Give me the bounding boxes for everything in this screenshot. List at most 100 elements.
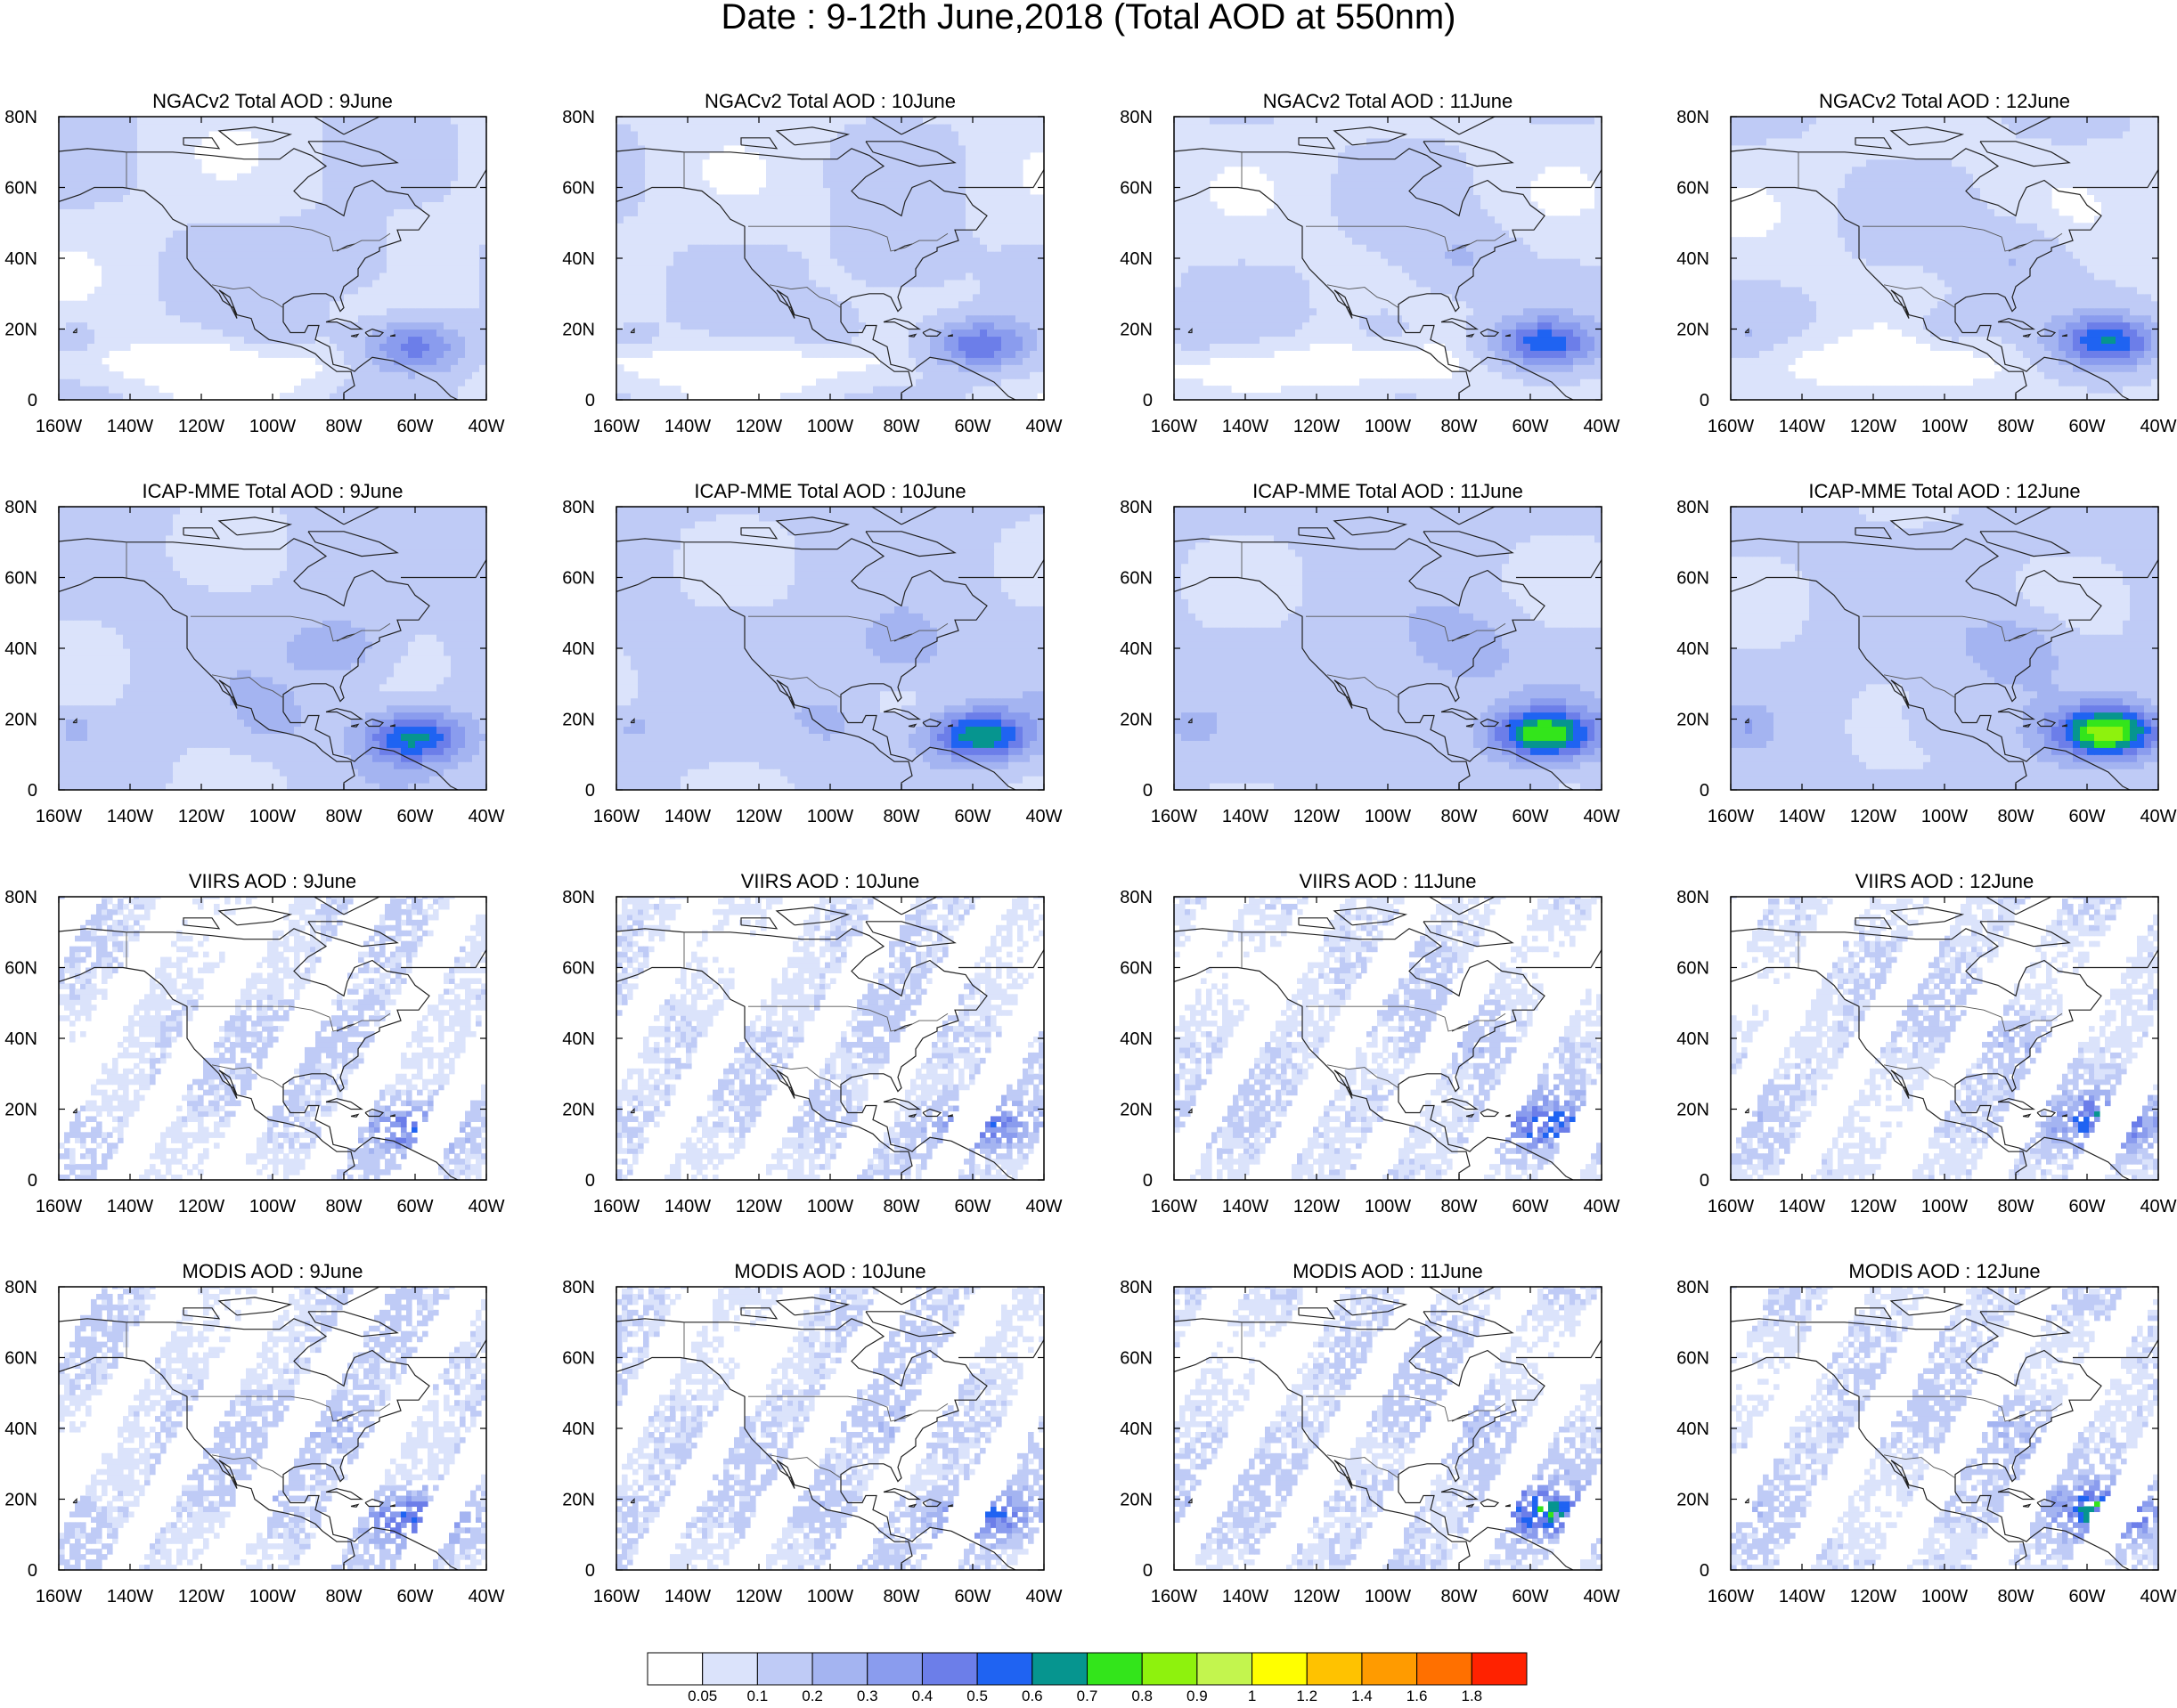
- x-tick-label: 140W: [665, 417, 711, 436]
- x-tick-label: 40W: [1025, 1197, 1062, 1216]
- y-tick-label: 40N: [1120, 639, 1153, 659]
- colorbar-swatch: [867, 1652, 923, 1686]
- x-tick-label: 160W: [1708, 417, 1754, 436]
- x-tick-label: 40W: [1583, 1587, 1619, 1606]
- y-tick-label: 60N: [1120, 179, 1153, 199]
- colorbar-swatch: [1196, 1652, 1253, 1686]
- panel-title: NGACv2 Total AOD : 12June: [1819, 90, 2070, 112]
- x-tick-label: 140W: [665, 807, 711, 826]
- y-tick-label: 0: [585, 1171, 595, 1191]
- x-tick-label: 40W: [1583, 417, 1619, 436]
- panel-title: NGACv2 Total AOD : 9June: [152, 90, 393, 112]
- y-tick-label: 20N: [1120, 711, 1153, 730]
- coastlines: [1731, 117, 2158, 400]
- x-tick-label: 140W: [107, 1197, 153, 1216]
- y-tick-label: 20N: [1676, 321, 1709, 340]
- map-panel: MODIS AOD : 12June 160W 140W 120W 100W 80W 60W…: [1676, 1260, 2176, 1606]
- y-tick-label: 60N: [562, 179, 595, 199]
- colorbar-swatch: [921, 1652, 978, 1686]
- y-tick-label: 60N: [4, 569, 37, 589]
- x-tick-label: 140W: [107, 807, 153, 826]
- y-tick-label: 0: [28, 1561, 37, 1581]
- x-tick-label: 120W: [178, 1587, 224, 1606]
- y-tick-label: 20N: [562, 1491, 595, 1510]
- coastlines: [59, 507, 486, 790]
- x-tick-label: 60W: [396, 1587, 433, 1606]
- y-tick-label: 0: [1143, 391, 1153, 411]
- x-tick-label: 80W: [1997, 417, 2034, 436]
- y-tick-label: 80N: [562, 888, 595, 907]
- coastlines: [59, 1287, 486, 1570]
- x-tick-label: 100W: [249, 417, 296, 436]
- y-tick-label: 60N: [1120, 1349, 1153, 1369]
- colorbar-label: 1: [1248, 1688, 1256, 1704]
- x-tick-label: 120W: [736, 1587, 782, 1606]
- x-tick-label: 60W: [1512, 1587, 1548, 1606]
- x-tick-label: 60W: [396, 417, 433, 436]
- x-tick-label: 80W: [325, 1197, 362, 1216]
- panel-title: ICAP-MME Total AOD : 11June: [1252, 480, 1523, 502]
- y-tick-label: 80N: [562, 108, 595, 127]
- y-tick-label: 20N: [1120, 321, 1153, 340]
- y-tick-label: 80N: [1120, 888, 1153, 907]
- x-tick-label: 160W: [1151, 1197, 1197, 1216]
- y-tick-label: 60N: [1676, 1349, 1709, 1369]
- y-tick-label: 0: [1700, 1561, 1709, 1581]
- coastlines: [616, 1287, 1044, 1570]
- coastlines: [616, 897, 1044, 1180]
- coastlines: [1174, 117, 1602, 400]
- aod-field: [1174, 897, 1602, 1180]
- colorbar-label: 1.8: [1461, 1688, 1482, 1704]
- x-tick-label: 140W: [107, 417, 153, 436]
- colorbar-swatch: [976, 1652, 1033, 1686]
- map-panel: MODIS AOD : 10June 160W 140W 120W 100W 80W 60W…: [562, 1260, 1062, 1606]
- y-tick-label: 60N: [1120, 569, 1153, 589]
- x-tick-label: 160W: [1708, 1197, 1754, 1216]
- x-tick-label: 140W: [1779, 807, 1825, 826]
- x-tick-label: 100W: [1365, 1197, 1411, 1216]
- x-tick-label: 120W: [1293, 807, 1340, 826]
- y-tick-label: 20N: [4, 1101, 37, 1120]
- y-tick-label: 20N: [562, 711, 595, 730]
- y-tick-label: 60N: [562, 959, 595, 979]
- y-tick-label: 0: [28, 391, 37, 411]
- y-tick-label: 80N: [1120, 498, 1153, 517]
- y-tick-label: 40N: [4, 249, 37, 269]
- x-tick-label: 140W: [1779, 1587, 1825, 1606]
- y-tick-label: 80N: [562, 1278, 595, 1297]
- x-tick-label: 100W: [807, 807, 853, 826]
- panel-title: MODIS AOD : 12June: [1848, 1260, 2040, 1282]
- aod-field: [616, 117, 1044, 400]
- y-tick-label: 0: [28, 1171, 37, 1191]
- colorbar-label: 0.8: [1131, 1688, 1153, 1704]
- y-tick-label: 80N: [1676, 1278, 1709, 1297]
- aod-field: [1174, 1287, 1602, 1570]
- x-tick-label: 60W: [954, 807, 991, 826]
- colorbar-swatch: [1031, 1652, 1088, 1686]
- aod-field: [1731, 117, 2158, 400]
- x-tick-label: 120W: [178, 417, 224, 436]
- x-tick-label: 120W: [1293, 1587, 1340, 1606]
- coastlines: [1174, 897, 1602, 1180]
- colorbar-swatch: [1252, 1652, 1308, 1686]
- x-tick-label: 140W: [665, 1197, 711, 1216]
- colorbar-swatch: [811, 1652, 868, 1686]
- y-tick-label: 0: [1143, 781, 1153, 801]
- colorbar-label: 0.7: [1077, 1688, 1098, 1704]
- y-tick-label: 0: [585, 391, 595, 411]
- x-tick-label: 80W: [1440, 807, 1477, 826]
- panel-title: NGACv2 Total AOD : 11June: [1263, 90, 1512, 112]
- x-tick-label: 100W: [1365, 1587, 1411, 1606]
- x-tick-label: 80W: [1997, 1587, 2034, 1606]
- x-tick-label: 40W: [468, 807, 504, 826]
- x-tick-label: 140W: [1222, 807, 1268, 826]
- x-tick-label: 140W: [1222, 1587, 1268, 1606]
- x-tick-label: 160W: [593, 807, 640, 826]
- aod-field: [616, 507, 1044, 790]
- x-tick-label: 60W: [396, 807, 433, 826]
- x-tick-label: 120W: [1293, 1197, 1340, 1216]
- x-tick-label: 160W: [593, 1197, 640, 1216]
- x-tick-label: 80W: [1997, 807, 2034, 826]
- x-tick-label: 160W: [1151, 417, 1197, 436]
- x-tick-label: 160W: [1708, 807, 1754, 826]
